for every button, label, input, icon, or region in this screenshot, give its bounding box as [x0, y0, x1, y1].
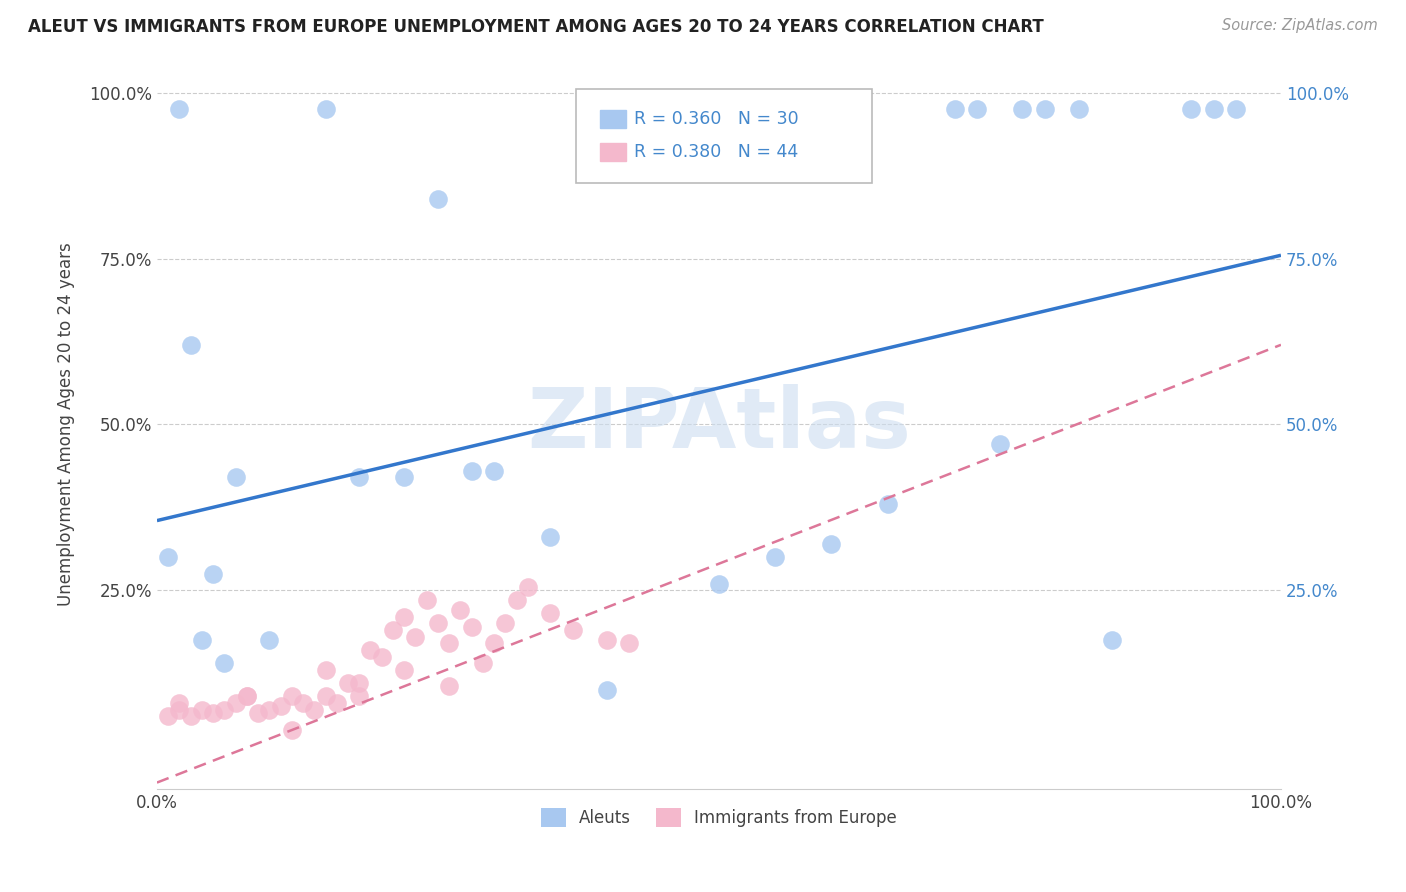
Point: [426, 192, 449, 206]
Point: [157, 550, 180, 565]
Point: [202, 566, 225, 581]
Point: [617, 636, 640, 650]
Text: R = 0.380   N = 44: R = 0.380 N = 44: [634, 143, 799, 161]
Point: [538, 607, 561, 621]
Point: [360, 643, 382, 657]
Point: [214, 656, 236, 670]
Point: [415, 593, 437, 607]
Point: [707, 576, 730, 591]
Point: [471, 656, 494, 670]
Point: [1067, 103, 1090, 117]
Point: [820, 537, 842, 551]
Point: [876, 497, 898, 511]
Point: [1202, 103, 1225, 117]
Point: [157, 709, 180, 723]
Text: R = 0.360   N = 30: R = 0.360 N = 30: [634, 110, 799, 128]
Point: [281, 690, 304, 704]
Point: [392, 663, 415, 677]
Point: [259, 703, 281, 717]
Point: [460, 620, 482, 634]
Point: [426, 616, 449, 631]
Point: [225, 470, 247, 484]
Point: [270, 699, 292, 714]
Point: [225, 696, 247, 710]
Point: [381, 623, 404, 637]
Point: [349, 676, 371, 690]
Point: [247, 706, 270, 720]
Point: [1033, 103, 1056, 117]
Text: ZIPAtlas: ZIPAtlas: [527, 384, 911, 465]
Point: [460, 464, 482, 478]
Point: [326, 696, 349, 710]
Point: [561, 623, 583, 637]
Legend: Aleuts, Immigrants from Europe: Aleuts, Immigrants from Europe: [533, 800, 905, 836]
Point: [315, 663, 337, 677]
Point: [966, 103, 988, 117]
Point: [595, 682, 617, 697]
Point: [494, 616, 516, 631]
Text: Source: ZipAtlas.com: Source: ZipAtlas.com: [1222, 18, 1378, 33]
Point: [180, 709, 202, 723]
Point: [337, 676, 360, 690]
Point: [404, 630, 426, 644]
Point: [304, 703, 326, 717]
Point: [371, 649, 394, 664]
Point: [191, 703, 214, 717]
Point: [482, 636, 505, 650]
Point: [214, 703, 236, 717]
Point: [169, 696, 191, 710]
Point: [315, 690, 337, 704]
Point: [763, 550, 786, 565]
Point: [349, 470, 371, 484]
Point: [191, 632, 214, 647]
Point: [169, 703, 191, 717]
Point: [169, 103, 191, 117]
Y-axis label: Unemployment Among Ages 20 to 24 years: Unemployment Among Ages 20 to 24 years: [58, 243, 75, 607]
Point: [943, 103, 966, 117]
Point: [1180, 103, 1202, 117]
Point: [1101, 632, 1123, 647]
Point: [349, 690, 371, 704]
Text: ALEUT VS IMMIGRANTS FROM EUROPE UNEMPLOYMENT AMONG AGES 20 TO 24 YEARS CORRELATI: ALEUT VS IMMIGRANTS FROM EUROPE UNEMPLOY…: [28, 18, 1043, 36]
Point: [392, 470, 415, 484]
Point: [259, 632, 281, 647]
Point: [292, 696, 315, 710]
Point: [236, 690, 259, 704]
Point: [988, 437, 1011, 451]
Point: [180, 338, 202, 352]
Point: [281, 723, 304, 737]
Point: [505, 593, 527, 607]
Point: [236, 690, 259, 704]
Point: [437, 636, 460, 650]
Point: [392, 609, 415, 624]
Point: [315, 103, 337, 117]
Point: [202, 706, 225, 720]
Point: [449, 603, 471, 617]
Point: [482, 464, 505, 478]
Point: [538, 530, 561, 544]
Point: [1011, 103, 1033, 117]
Point: [595, 632, 617, 647]
Point: [516, 580, 538, 594]
Point: [1225, 103, 1247, 117]
Point: [437, 680, 460, 694]
